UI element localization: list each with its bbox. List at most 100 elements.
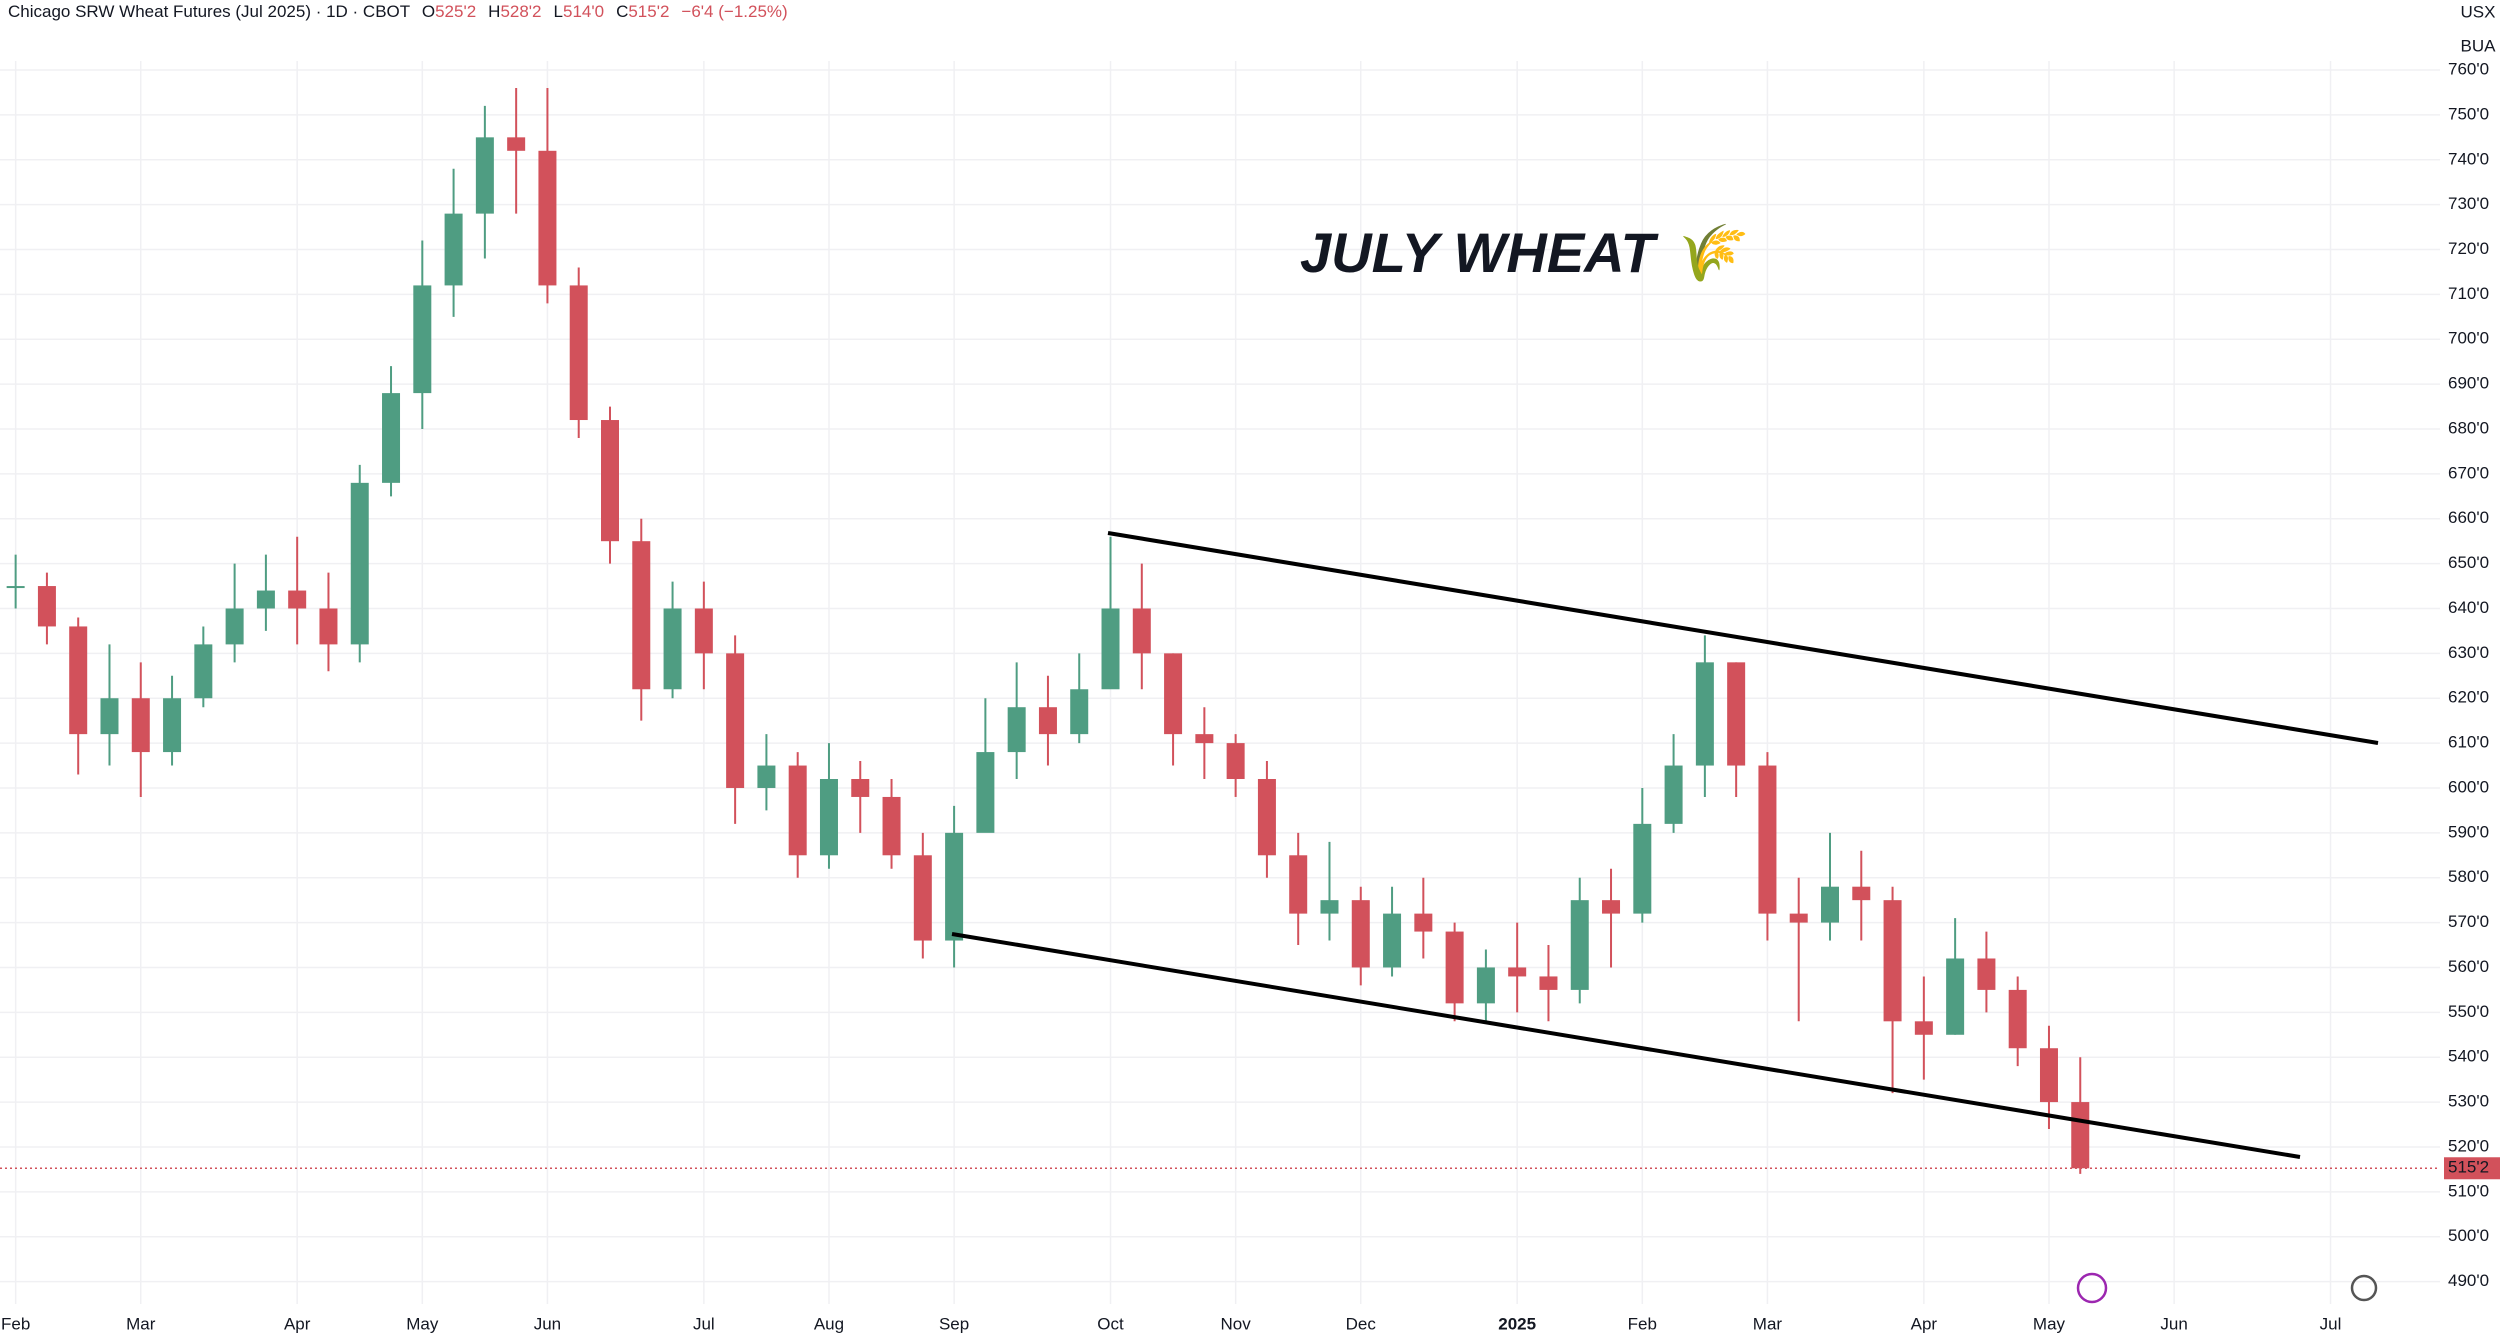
header: Chicago SRW Wheat Futures (Jul 2025) · 1… — [8, 2, 788, 21]
y-tick-label: 660'0 — [2448, 508, 2489, 527]
y-tick-label: 750'0 — [2448, 104, 2489, 123]
candle-body — [1946, 958, 1965, 1035]
candle-body — [288, 590, 307, 609]
icon-timer[interactable] — [2350, 1274, 2378, 1302]
x-tick-label: Mar — [126, 1314, 156, 1333]
x-tick-label: Apr — [284, 1314, 311, 1333]
candle-body — [100, 698, 119, 735]
y-tick-label: 520'0 — [2448, 1136, 2489, 1155]
annotation: JULY WHEAT 🌾 — [1300, 221, 1749, 284]
x-tick-label: May — [406, 1314, 439, 1333]
candle-body — [694, 608, 713, 654]
y-tick-label: 720'0 — [2448, 239, 2489, 258]
y-tick-label: 530'0 — [2448, 1092, 2489, 1111]
candle-body — [163, 698, 182, 753]
candle-body — [1664, 765, 1683, 824]
candle-body — [945, 832, 964, 941]
x-tick-label: Dec — [1346, 1314, 1377, 1333]
candle-body — [1226, 743, 1245, 780]
last-price-box — [2444, 1157, 2500, 1180]
candle-body — [1038, 707, 1057, 735]
legend-key: C — [616, 2, 628, 21]
y-tick-label: 590'0 — [2448, 822, 2489, 841]
y-tick-label: 670'0 — [2448, 463, 2489, 482]
candles — [6, 87, 2090, 1174]
candle-body — [382, 393, 401, 483]
candle-body — [131, 698, 150, 753]
candle-body — [726, 653, 745, 788]
candle-body — [1101, 608, 1120, 690]
candle-body — [1633, 823, 1652, 914]
candle-body — [413, 285, 432, 394]
candle-body — [444, 213, 463, 286]
candle-body — [1445, 931, 1464, 1004]
y-tick-label: 650'0 — [2448, 553, 2489, 572]
candle-body — [1695, 662, 1714, 766]
x-tick-label: Jun — [2160, 1314, 2187, 1333]
candle-body — [538, 150, 557, 286]
candle-body — [601, 420, 619, 542]
candle-body — [1789, 913, 1808, 923]
icon-lightning[interactable] — [2076, 1272, 2108, 1304]
candle-body — [851, 779, 870, 797]
candle-body — [1289, 855, 1308, 914]
legend-value: 514'0 — [563, 2, 604, 21]
y-tick-label: 500'0 — [2448, 1226, 2489, 1245]
y-tick-label: 700'0 — [2448, 329, 2489, 348]
y-tick-label: 490'0 — [2448, 1271, 2489, 1290]
unit: BUA — [2461, 36, 2497, 55]
candle-body — [1758, 765, 1777, 914]
candle-body — [1570, 900, 1589, 990]
y-tick-label: 560'0 — [2448, 957, 2489, 976]
trend-line-upper — [1107, 531, 2379, 745]
candle-body — [194, 644, 213, 699]
x-tick-label: 2025 — [1498, 1314, 1536, 1333]
x-tick-label: Apr — [1911, 1314, 1938, 1333]
candle-body — [1852, 886, 1871, 901]
candle-body — [882, 796, 901, 856]
legend-value: 528'2 — [500, 2, 541, 21]
candle-body — [757, 765, 776, 788]
legend-key: O — [422, 2, 435, 21]
grid — [0, 61, 2440, 1304]
y-tick-label: 710'0 — [2448, 284, 2489, 303]
candle-body — [350, 482, 369, 645]
y-tick-label: 600'0 — [2448, 777, 2489, 796]
trend-line-lower — [951, 932, 2301, 1159]
candle-body — [2008, 989, 2027, 1049]
change: −6'4 (−1.25%) — [681, 2, 787, 21]
candle-body — [819, 779, 838, 856]
candle-body — [319, 608, 338, 645]
y-tick-label: 730'0 — [2448, 194, 2489, 213]
candle-body — [1539, 976, 1558, 990]
x-tick-label: Sep — [939, 1314, 969, 1333]
candle-body — [225, 608, 244, 645]
candle-body — [1727, 662, 1746, 766]
candle-body — [2039, 1048, 2058, 1103]
legend-value: 525'2 — [435, 2, 476, 21]
x-tick-label: Jun — [534, 1314, 561, 1333]
y-tick-label: 680'0 — [2448, 418, 2489, 437]
candle-body — [2071, 1102, 2090, 1169]
legend-key: H — [488, 2, 500, 21]
x-tick-label: Feb — [1628, 1314, 1657, 1333]
y-tick-label: 510'0 — [2448, 1181, 2489, 1200]
candle-body — [976, 752, 995, 833]
x-tick-label: Mar — [1753, 1314, 1783, 1333]
y-tick-label: 540'0 — [2448, 1047, 2489, 1066]
candle-body — [1132, 608, 1151, 654]
candle-body — [1821, 886, 1839, 923]
candle-body — [1070, 689, 1089, 735]
candle-body — [1195, 734, 1214, 744]
candle-body — [1914, 1021, 1933, 1035]
candle-body — [788, 765, 807, 856]
y-tick-label: 580'0 — [2448, 867, 2489, 886]
candle-body — [1164, 653, 1183, 735]
candle-body — [1414, 913, 1433, 932]
candle-body — [663, 608, 682, 690]
candle-body — [6, 586, 25, 589]
candle-body — [1351, 900, 1370, 968]
candle-body — [569, 285, 588, 421]
y-tick-label: 630'0 — [2448, 643, 2489, 662]
